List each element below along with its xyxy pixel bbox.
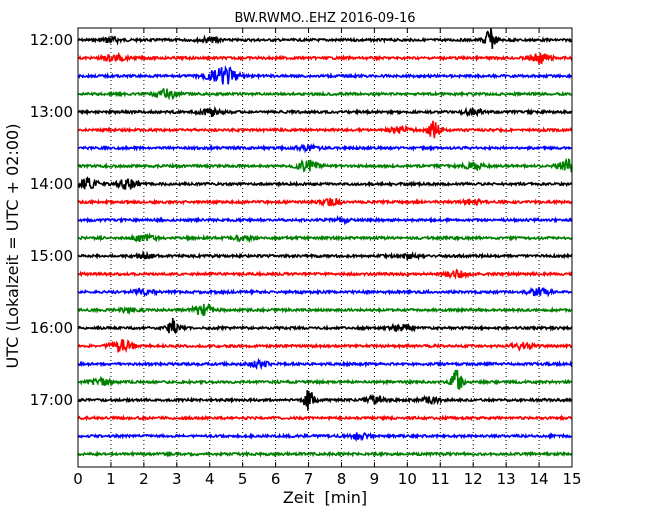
trace-1315 [77, 120, 573, 139]
trace-1615 [77, 339, 573, 354]
trace-1545 [77, 302, 573, 317]
trace-1345 [77, 157, 573, 173]
plot-frame [77, 27, 573, 468]
x-tick-label: 13 [497, 470, 516, 488]
x-tick-label: 0 [73, 470, 83, 488]
trace-1630 [77, 357, 573, 371]
x-tick-label: 3 [172, 470, 182, 488]
trace-1445 [77, 232, 573, 244]
y-tick-label: 12:00 [30, 31, 73, 49]
x-tick-label: 4 [205, 470, 215, 488]
trace-1330 [77, 142, 573, 154]
y-tick-label: 13:00 [30, 103, 73, 121]
chart-title: BW.RWMO..EHZ 2016-09-16 [234, 11, 416, 26]
y-tick-label: 16:00 [30, 319, 73, 337]
x-tick-label: 9 [370, 470, 380, 488]
x-tick-label: 7 [304, 470, 314, 488]
x-tick-label: 11 [431, 470, 450, 488]
x-tick-label: 1 [106, 470, 116, 488]
x-tick-label: 2 [139, 470, 149, 488]
x-tick-label: 15 [562, 470, 581, 488]
y-tick-label: 17:00 [30, 391, 73, 409]
x-tick-label: 10 [398, 470, 417, 488]
y-tick-label: 14:00 [30, 175, 73, 193]
trace-1600 [77, 318, 573, 335]
trace-1400 [77, 176, 573, 190]
trace-1745 [77, 450, 573, 458]
trace-1530 [77, 286, 573, 298]
trace-1715 [77, 414, 573, 422]
trace-1215 [77, 51, 573, 65]
x-tick-label: 6 [271, 470, 281, 488]
x-tick-label: 12 [464, 470, 483, 488]
trace-1430 [77, 214, 573, 226]
trace-1200 [77, 28, 573, 49]
x-tick-label: 5 [238, 470, 248, 488]
x-tick-label: 8 [337, 470, 347, 488]
trace-1645 [77, 369, 573, 390]
trace-1700 [77, 390, 573, 411]
trace-1415 [77, 197, 573, 208]
trace-1245 [77, 88, 573, 101]
y-axis-label: UTC (Lokalzeit = UTC + 02:00) [3, 123, 22, 369]
x-tick-label: 14 [530, 470, 549, 488]
trace-1515 [77, 268, 573, 280]
trace-1300 [77, 105, 573, 118]
trace-1730 [77, 431, 573, 443]
x-axis-label: Zeit [min] [282, 488, 368, 507]
y-tick-label: 15:00 [30, 247, 73, 265]
trace-1500 [77, 249, 573, 261]
trace-1230 [77, 64, 573, 85]
